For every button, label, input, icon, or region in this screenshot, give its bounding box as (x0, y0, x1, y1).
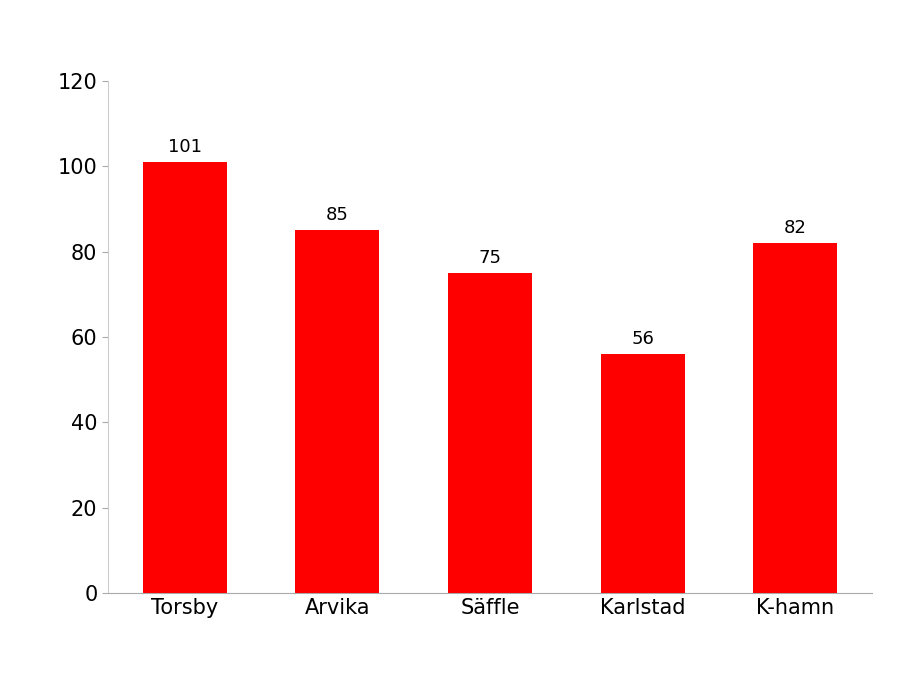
Text: 82: 82 (784, 218, 806, 237)
Bar (753, 243, 837, 593)
Text: 85: 85 (325, 206, 349, 224)
Text: 75: 75 (478, 249, 502, 266)
Text: 56: 56 (631, 330, 654, 348)
Bar (143, 162, 227, 593)
Text: 101: 101 (167, 137, 201, 156)
Bar (601, 354, 685, 593)
Bar (295, 231, 379, 593)
Bar (448, 273, 532, 593)
